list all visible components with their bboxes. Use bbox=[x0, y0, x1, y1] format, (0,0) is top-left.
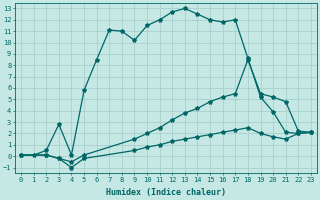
X-axis label: Humidex (Indice chaleur): Humidex (Indice chaleur) bbox=[106, 188, 226, 197]
